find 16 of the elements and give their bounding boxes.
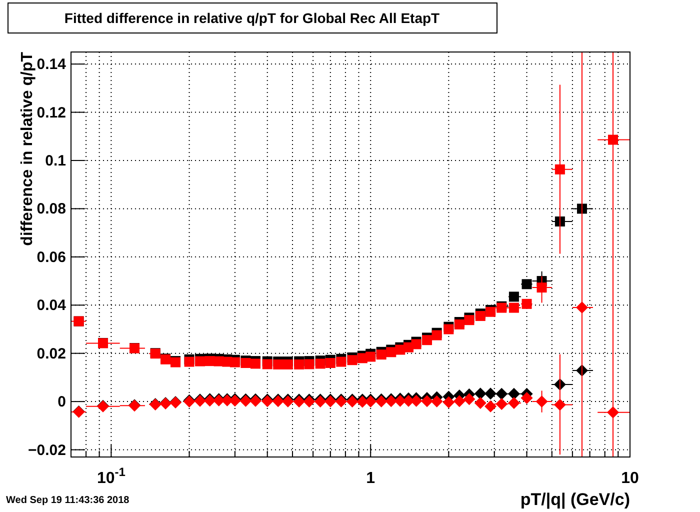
y-tick-label: 0.14 xyxy=(36,56,67,74)
y-axis-title: difference in relative q/pT xyxy=(19,52,36,246)
x-tick-label: 1 xyxy=(366,470,376,487)
y-tick-label: 0.06 xyxy=(36,248,66,266)
y-tick-label: 0.08 xyxy=(36,200,66,218)
y-tick-label: 0.1 xyxy=(45,152,66,170)
y-tick-label: 0 xyxy=(58,394,66,411)
y-tick-label: −0.02 xyxy=(28,442,66,459)
y-tick-label: 0.12 xyxy=(36,104,66,122)
y-tick-label: 0.02 xyxy=(36,345,66,362)
x-axis-title: pT/|q| (GeV/c) xyxy=(520,490,630,509)
y-tick-label: 0.04 xyxy=(36,297,67,314)
x-tick-label: 10 xyxy=(621,470,639,487)
chart-title: Fitted difference in relative q/pT for Global Rec All EtapT xyxy=(64,10,440,26)
x-tick-label: 10$^{-1}$ xyxy=(96,465,126,487)
text: Wed Sep 19 11:43:36 2018 xyxy=(6,495,130,506)
